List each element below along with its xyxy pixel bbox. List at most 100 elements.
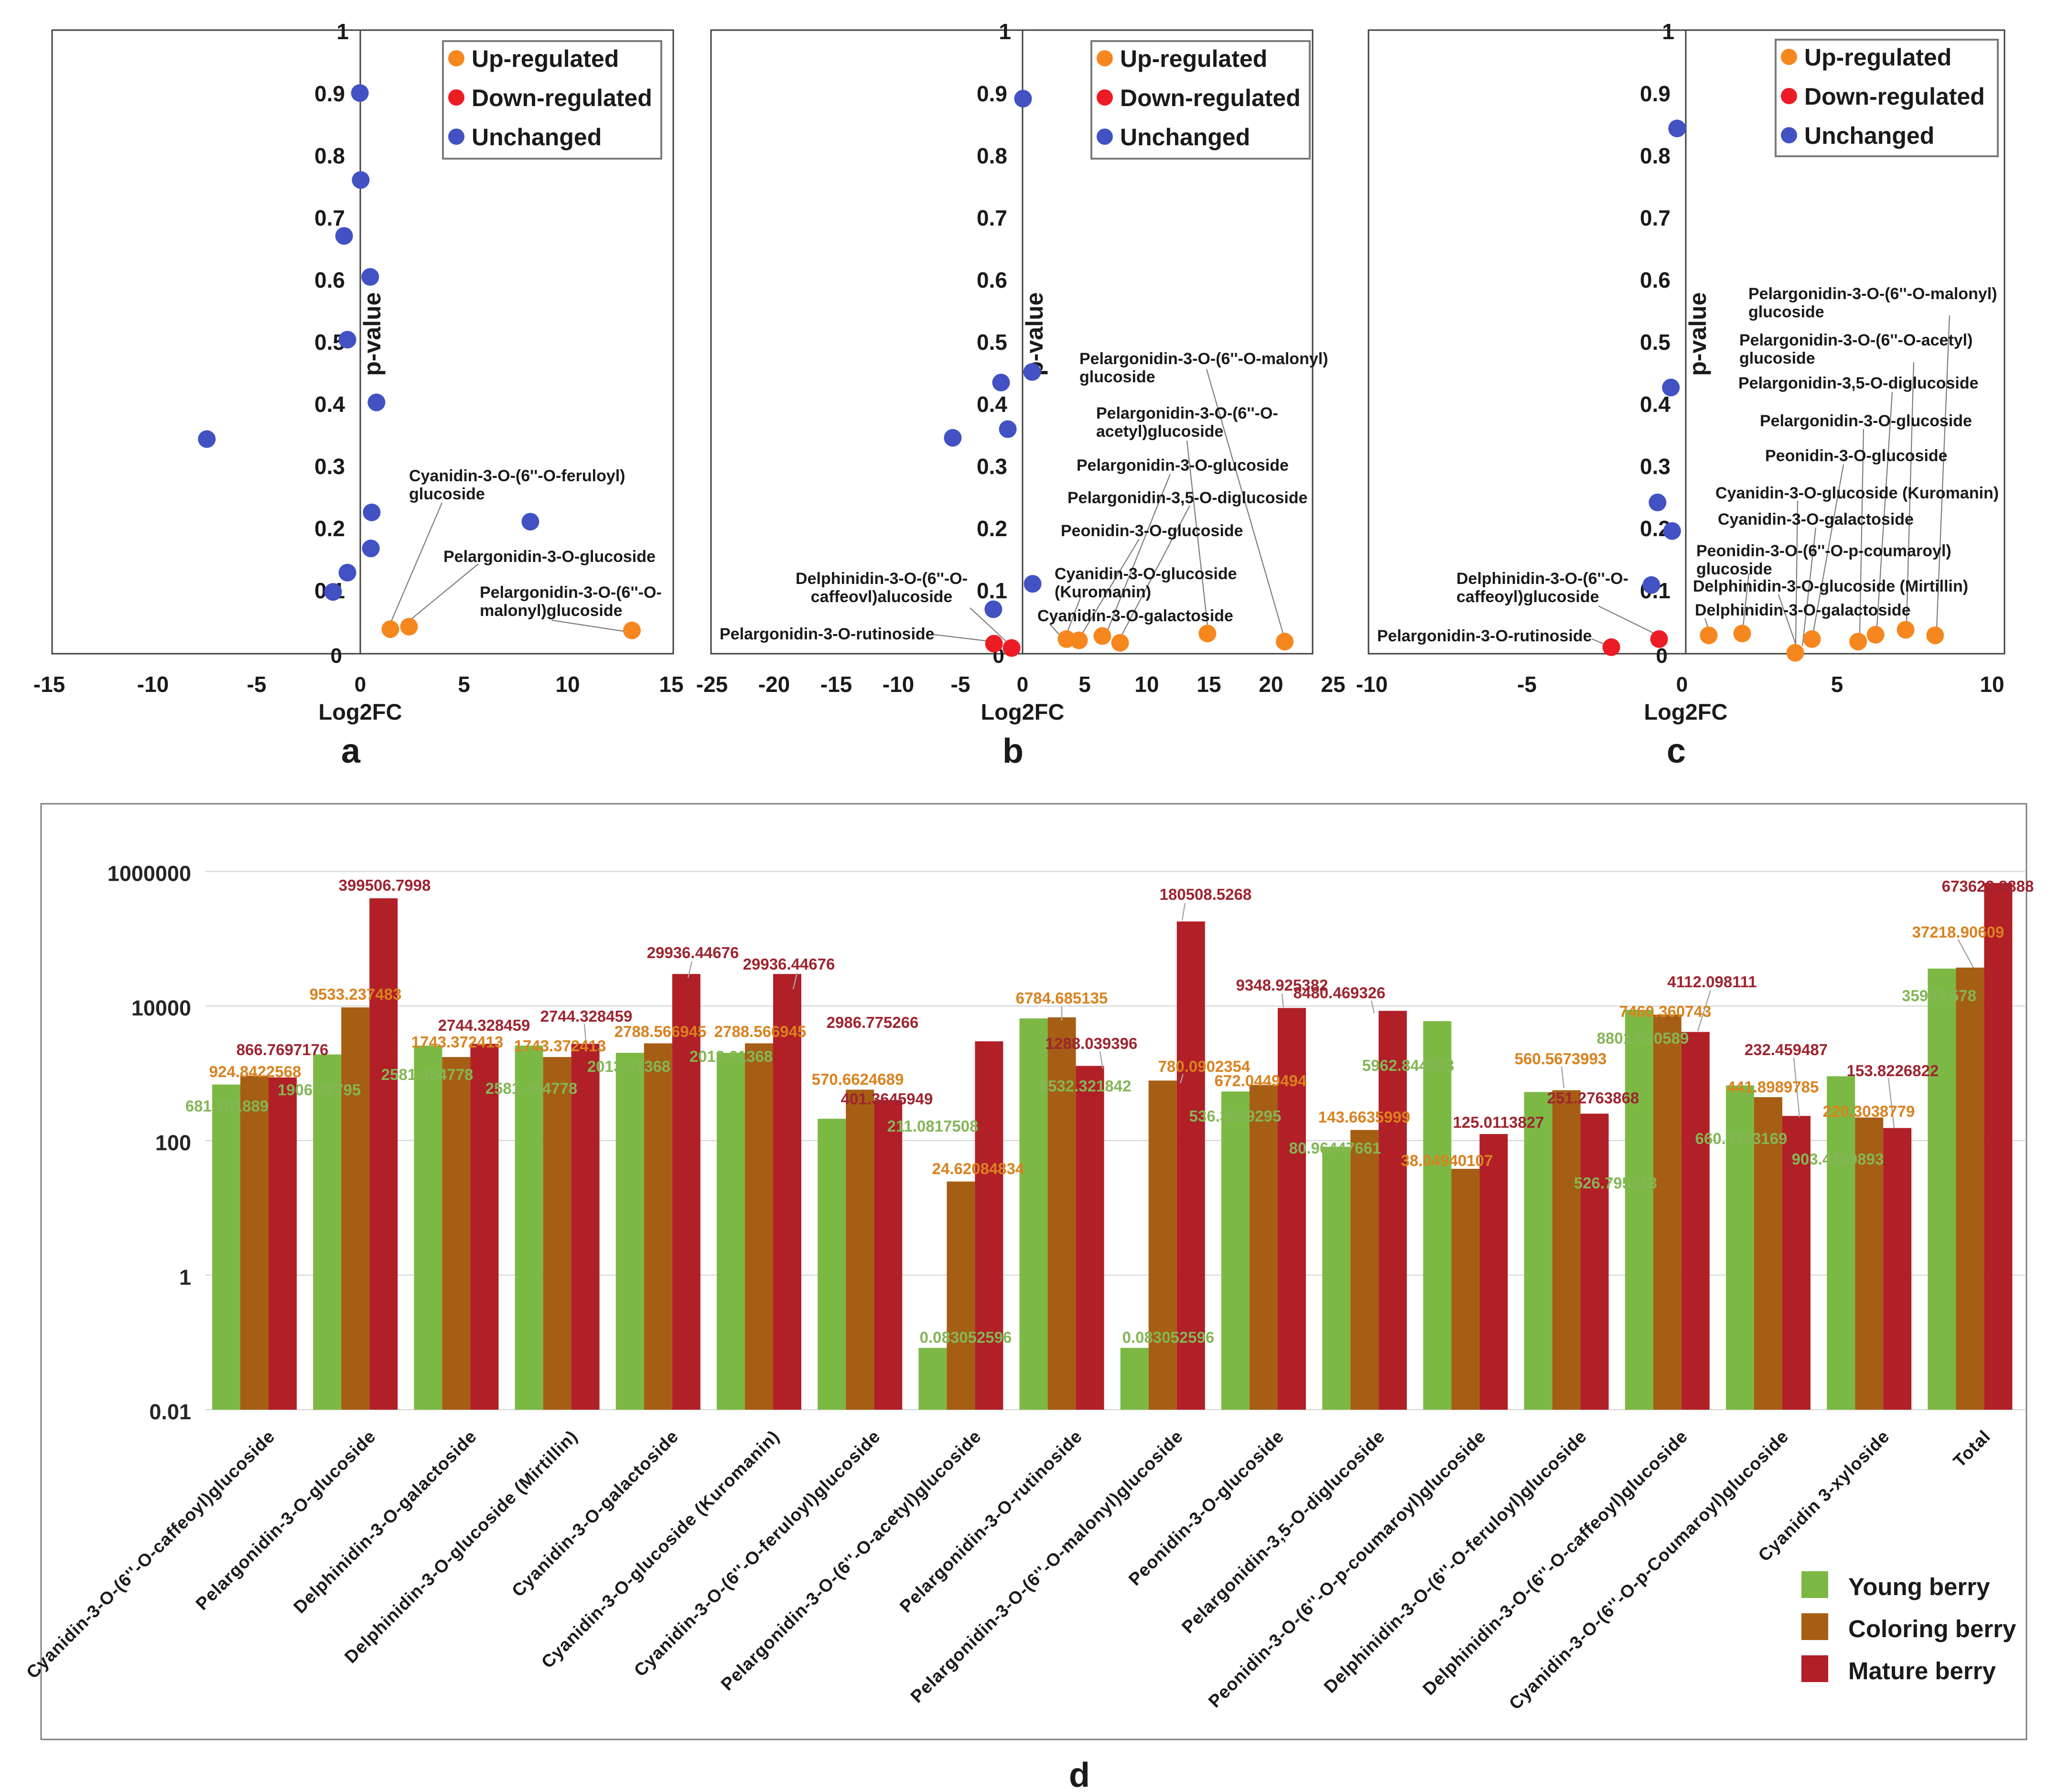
svg-text:Delphinidin-3-O-galactoside: Delphinidin-3-O-galactoside: [1695, 601, 1910, 619]
svg-text:Up-regulated: Up-regulated: [1120, 45, 1267, 72]
svg-text:p-value: p-value: [359, 292, 386, 376]
svg-text:-10: -10: [883, 672, 914, 697]
svg-text:0.4: 0.4: [314, 392, 345, 417]
svg-text:p-value: p-value: [1684, 292, 1711, 376]
svg-text:0.8: 0.8: [977, 143, 1007, 168]
svg-text:672.0449494: 672.0449494: [1215, 1072, 1307, 1090]
svg-text:b: b: [1002, 732, 1024, 770]
svg-text:Coloring berry: Coloring berry: [1848, 1615, 2016, 1642]
svg-text:Cyanidin-3-O-(6''-O-feruloyl): Cyanidin-3-O-(6''-O-feruloyl): [409, 467, 625, 485]
svg-text:0.01: 0.01: [149, 1400, 191, 1424]
svg-text:180508.5268: 180508.5268: [1160, 885, 1252, 903]
svg-text:8480.469326: 8480.469326: [1293, 984, 1386, 1002]
svg-text:2744.328459: 2744.328459: [438, 1016, 530, 1034]
svg-text:Pelargonidin-3-O-glucoside: Pelargonidin-3-O-glucoside: [1077, 456, 1289, 475]
svg-text:Pelargonidin-3-O-glucoside: Pelargonidin-3-O-glucoside: [443, 548, 656, 566]
svg-text:220.3038779: 220.3038779: [1823, 1102, 1915, 1120]
svg-text:Log2FC: Log2FC: [319, 699, 402, 724]
svg-text:0.9: 0.9: [1640, 81, 1670, 106]
svg-text:Unchanged: Unchanged: [472, 124, 602, 151]
svg-text:401.3645949: 401.3645949: [841, 1090, 933, 1108]
svg-text:glucoside: glucoside: [1079, 368, 1155, 386]
svg-text:0.083052596: 0.083052596: [1122, 1328, 1215, 1346]
svg-text:0: 0: [331, 644, 342, 668]
svg-text:Mature berry: Mature berry: [1848, 1657, 1996, 1684]
svg-text:153.8226822: 153.8226822: [1847, 1062, 1939, 1080]
svg-text:780.0902354: 780.0902354: [1158, 1058, 1250, 1075]
svg-text:0.7: 0.7: [977, 205, 1007, 230]
svg-text:Peonidin-3-O-(6''-O-p-coumaroy: Peonidin-3-O-(6''-O-p-coumaroyl): [1696, 542, 1951, 560]
svg-text:0.3: 0.3: [314, 454, 345, 479]
svg-text:1: 1: [999, 19, 1011, 44]
svg-text:10000: 10000: [131, 996, 191, 1020]
svg-text:Delphinidin-3-O-(6''-O-: Delphinidin-3-O-(6''-O-: [796, 570, 968, 588]
svg-text:0.9: 0.9: [314, 81, 345, 106]
svg-text:80.96447661: 80.96447661: [1289, 1139, 1381, 1157]
svg-text:25: 25: [1321, 672, 1345, 697]
svg-text:143.6635999: 143.6635999: [1318, 1108, 1411, 1126]
svg-text:7460.360743: 7460.360743: [1619, 1003, 1712, 1020]
svg-text:Pelargonidin-3-O-(6''-O-acetyl: Pelargonidin-3-O-(6''-O-acetyl): [1739, 331, 1972, 349]
svg-text:caffeovl)alucoside: caffeovl)alucoside: [811, 588, 953, 606]
svg-text:4112.098111: 4112.098111: [1667, 973, 1756, 991]
svg-text:0: 0: [1017, 673, 1028, 696]
svg-text:38.04940107: 38.04940107: [1401, 1152, 1493, 1169]
svg-text:2986.775266: 2986.775266: [827, 1014, 919, 1031]
svg-text:-25: -25: [696, 672, 728, 697]
svg-text:5962.844533: 5962.844533: [1362, 1057, 1455, 1074]
svg-text:0.6: 0.6: [314, 268, 345, 292]
svg-text:35993.578: 35993.578: [1902, 987, 1976, 1004]
svg-text:0: 0: [355, 673, 366, 696]
svg-text:251.2763868: 251.2763868: [1547, 1089, 1639, 1107]
svg-text:232.459487: 232.459487: [1745, 1041, 1828, 1058]
svg-text:Pelargonidin-3,5-O-diglucoside: Pelargonidin-3,5-O-diglucoside: [1067, 489, 1308, 507]
svg-text:Peonidin-3-O-glucoside: Peonidin-3-O-glucoside: [1765, 447, 1948, 465]
svg-text:Cyanidin-3-O-glucoside: Cyanidin-3-O-glucoside: [1055, 565, 1237, 583]
svg-text:6532.321842: 6532.321842: [1039, 1077, 1131, 1095]
svg-text:Pelargonidin-3-O-(6''-O-malony: Pelargonidin-3-O-(6''-O-malonyl): [1079, 350, 1328, 368]
svg-text:(Kuromanin): (Kuromanin): [1055, 583, 1151, 601]
svg-text:6784.685135: 6784.685135: [1016, 989, 1108, 1007]
svg-text:0.4: 0.4: [977, 392, 1007, 417]
svg-text:glucoside: glucoside: [1696, 560, 1772, 578]
svg-text:441.8989785: 441.8989785: [1727, 1078, 1819, 1096]
svg-text:0.083052596: 0.083052596: [920, 1328, 1012, 1346]
svg-text:Peonidin-3-O-glucoside: Peonidin-3-O-glucoside: [1061, 522, 1243, 540]
svg-text:Pelargonidin-3-O-(6''-O-: Pelargonidin-3-O-(6''-O-: [480, 583, 662, 602]
svg-text:Young berry: Young berry: [1848, 1573, 1990, 1600]
svg-text:0.7: 0.7: [314, 205, 345, 230]
svg-text:9348.925382: 9348.925382: [1236, 976, 1328, 994]
svg-text:Down-regulated: Down-regulated: [472, 85, 652, 111]
svg-text:Up-regulated: Up-regulated: [1804, 44, 1951, 71]
svg-text:866.7697176: 866.7697176: [237, 1041, 329, 1058]
svg-text:24.62084834: 24.62084834: [932, 1160, 1024, 1177]
svg-text:2013.61368: 2013.61368: [690, 1047, 773, 1065]
svg-text:-20: -20: [758, 672, 790, 697]
svg-text:5: 5: [1078, 672, 1091, 697]
svg-text:100: 100: [155, 1131, 191, 1155]
svg-text:125.0113827: 125.0113827: [1453, 1113, 1544, 1131]
svg-text:526.795213: 526.795213: [1574, 1174, 1657, 1192]
svg-text:Cyanidin-3-O-galactoside: Cyanidin-3-O-galactoside: [1718, 510, 1914, 529]
svg-text:Cyanidin-3-O-glucoside (Kuroma: Cyanidin-3-O-glucoside (Kuromanin): [1715, 484, 1999, 502]
svg-text:673623.8888: 673623.8888: [1942, 877, 2034, 895]
svg-text:0.6: 0.6: [1640, 268, 1670, 292]
svg-text:a: a: [341, 732, 361, 770]
svg-text:0: 0: [1656, 644, 1668, 668]
svg-text:2788.566945: 2788.566945: [714, 1023, 807, 1040]
svg-text:Down-regulated: Down-regulated: [1120, 85, 1301, 111]
svg-text:8801.510589: 8801.510589: [1597, 1029, 1689, 1047]
svg-text:0.4: 0.4: [1640, 392, 1670, 417]
svg-text:Pelargonidin-3,5-O-diglucoside: Pelargonidin-3,5-O-diglucoside: [1738, 374, 1979, 392]
svg-text:0.7: 0.7: [1640, 205, 1670, 230]
svg-text:0.9: 0.9: [977, 81, 1007, 106]
svg-text:Log2FC: Log2FC: [1644, 699, 1728, 724]
svg-text:Pelargonidin-3-O-glucoside: Pelargonidin-3-O-glucoside: [1760, 412, 1972, 430]
svg-text:9533.237483: 9533.237483: [310, 985, 402, 1003]
svg-text:glucoside: glucoside: [409, 485, 485, 503]
svg-text:10: 10: [1980, 672, 2004, 697]
svg-text:c: c: [1667, 732, 1686, 770]
svg-text:5: 5: [1831, 672, 1843, 697]
svg-text:0: 0: [1676, 673, 1688, 696]
svg-text:903.4389893: 903.4389893: [1792, 1150, 1884, 1168]
